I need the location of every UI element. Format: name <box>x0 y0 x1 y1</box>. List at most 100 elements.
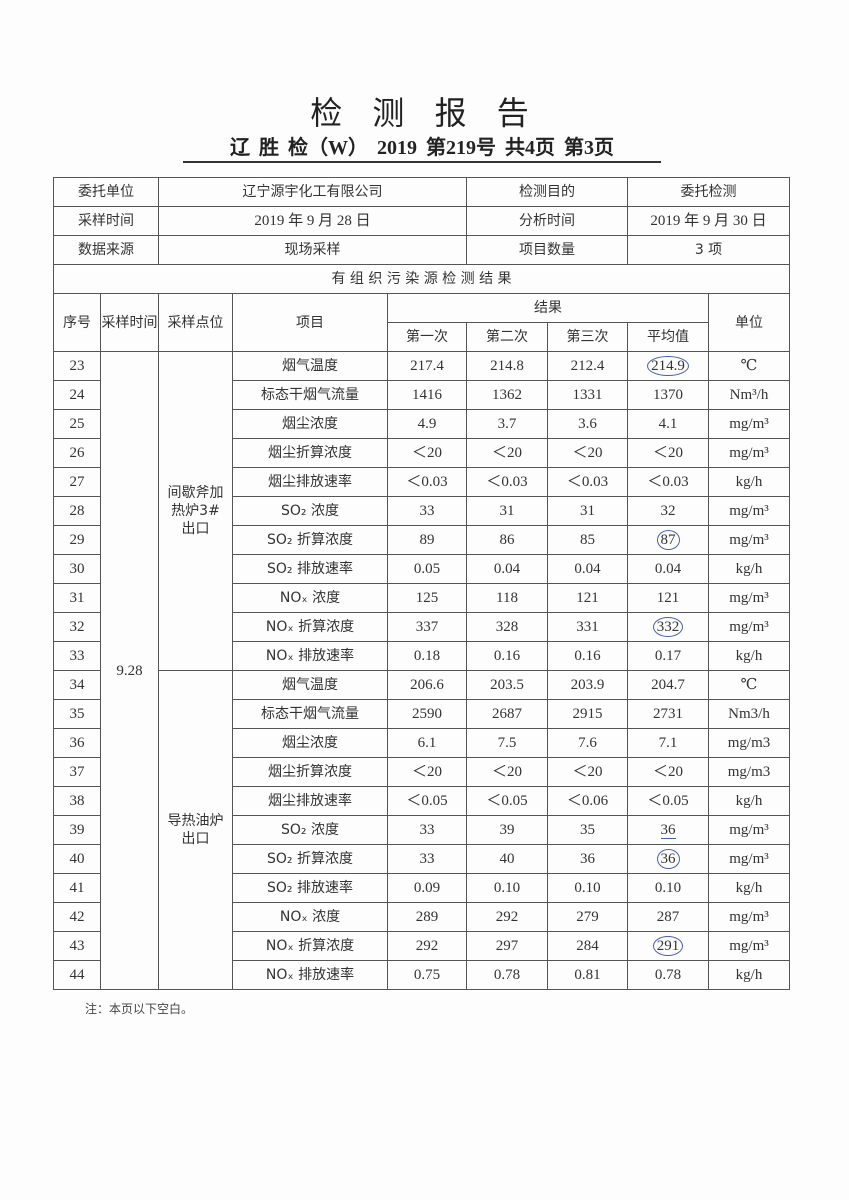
row-seq: 29 <box>53 525 101 555</box>
row-item: NOₓ 浓度 <box>232 583 388 613</box>
result-r1: 0.05 <box>387 554 467 584</box>
col-r2: 第二次 <box>466 322 548 352</box>
table-row: 35 标态干烟气流量 2590 2687 2915 2731 Nm3/h <box>53 699 790 729</box>
result-r1: ＜20 <box>387 438 467 468</box>
row-item: 烟尘排放速率 <box>232 467 388 497</box>
info-value: 辽宁源宇化工有限公司 <box>158 177 467 207</box>
row-unit: kg/h <box>708 554 790 584</box>
header-row: 第一次 第二次 第三次 平均值 <box>54 322 790 352</box>
result-r1: ＜20 <box>387 757 467 787</box>
row-item: SO₂ 浓度 <box>232 496 388 526</box>
result-r3: 3.6 <box>547 409 628 439</box>
result-r2: 31 <box>466 496 548 526</box>
result-avg: 1370 <box>627 380 709 410</box>
row-seq: 34 <box>53 670 101 700</box>
table-row: 27 烟尘排放速率 ＜0.03 ＜0.03 ＜0.03 ＜0.03 kg/h <box>53 467 790 497</box>
row-unit: mg/m³ <box>708 931 790 961</box>
result-avg: 0.17 <box>627 641 709 671</box>
result-r2: 0.16 <box>466 641 548 671</box>
info-value: 委托检测 <box>627 177 790 207</box>
row-seq: 26 <box>53 438 101 468</box>
row-unit: mg/m³ <box>708 844 790 874</box>
result-r3: 0.04 <box>547 554 628 584</box>
row-item: 烟尘折算浓度 <box>232 438 388 468</box>
row-unit: mg/m³ <box>708 496 790 526</box>
result-avg: 0.10 <box>627 873 709 903</box>
col-results: 结果 <box>387 293 709 323</box>
row-seq: 39 <box>53 815 101 845</box>
avg-value: 291 <box>652 936 684 956</box>
result-avg: 32 <box>627 496 709 526</box>
row-seq: 25 <box>53 409 101 439</box>
result-r3: 212.4 <box>547 351 628 381</box>
row-seq: 35 <box>53 699 101 729</box>
col-seq: 序号 <box>53 293 101 352</box>
row-unit: kg/h <box>708 641 790 671</box>
row-unit: mg/m³ <box>708 438 790 468</box>
result-r2: ＜0.05 <box>466 786 548 816</box>
row-item: NOₓ 折算浓度 <box>232 612 388 642</box>
avg-value: 0.04 <box>654 561 682 577</box>
avg-value: 204.7 <box>651 677 685 693</box>
result-r3: 2915 <box>547 699 628 729</box>
row-item: 烟尘排放速率 <box>232 786 388 816</box>
col-unit: 单位 <box>708 293 790 352</box>
avg-value: 0.17 <box>654 648 682 664</box>
section-title: 有 组 织 污 染 源 检 测 结 果 <box>53 264 790 294</box>
result-r3: 0.81 <box>547 960 628 990</box>
row-unit: mg/m3 <box>708 728 790 758</box>
avg-value: 332 <box>652 617 684 637</box>
row-unit: kg/h <box>708 786 790 816</box>
result-r2: 203.5 <box>466 670 548 700</box>
result-r2: 3.7 <box>466 409 548 439</box>
result-r1: 4.9 <box>387 409 467 439</box>
table-row: 42 NOₓ 浓度 289 292 279 287 mg/m³ <box>53 902 790 932</box>
col-location: 采样点位 <box>158 293 233 352</box>
row-unit: mg/m³ <box>708 525 790 555</box>
row-seq: 27 <box>53 467 101 497</box>
avg-value: 0.10 <box>654 880 682 896</box>
result-r2: 297 <box>466 931 548 961</box>
row-unit: mg/m³ <box>708 583 790 613</box>
result-r1: 125 <box>387 583 467 613</box>
table-row: 40 SO₂ 折算浓度 33 40 36 36 mg/m³ <box>53 844 790 874</box>
result-r2: ＜20 <box>466 757 548 787</box>
col-item: 项目 <box>232 293 388 352</box>
result-avg: 291 <box>627 931 709 961</box>
sample-location: 间歇斧加热炉3#出口 <box>158 351 233 671</box>
row-unit: mg/m³ <box>708 612 790 642</box>
result-r1: 2590 <box>387 699 467 729</box>
result-r3: 279 <box>547 902 628 932</box>
result-r1: 292 <box>387 931 467 961</box>
result-avg: 7.1 <box>627 728 709 758</box>
avg-value: 87 <box>656 530 680 550</box>
avg-value: 121 <box>656 590 680 606</box>
table-row: 36 烟尘浓度 6.1 7.5 7.6 7.1 mg/m3 <box>53 728 790 758</box>
result-r1: 1416 <box>387 380 467 410</box>
row-item: 烟气温度 <box>232 670 388 700</box>
info-value: 2019 年 9 月 30 日 <box>627 206 790 236</box>
result-avg: ＜0.05 <box>627 786 709 816</box>
avg-value: 36 <box>660 822 676 839</box>
avg-value: ＜20 <box>652 445 683 461</box>
result-r1: 0.75 <box>387 960 467 990</box>
report-title: 检 测 报 告 <box>310 94 539 132</box>
result-r2: 0.78 <box>466 960 548 990</box>
result-r2: 40 <box>466 844 548 874</box>
table-row: 30 SO₂ 排放速率 0.05 0.04 0.04 0.04 kg/h <box>53 554 790 584</box>
info-label: 采样时间 <box>53 206 159 236</box>
avg-value: ＜20 <box>652 764 683 780</box>
info-value: 3 项 <box>627 235 790 265</box>
header-row: 序号 采样时间 采样点位 项目 结果 单位 <box>53 293 790 352</box>
avg-value: 214.9 <box>647 356 689 376</box>
result-r1: 289 <box>387 902 467 932</box>
row-seq: 37 <box>53 757 101 787</box>
result-avg: ＜20 <box>627 757 709 787</box>
table-row: 24 标态干烟气流量 1416 1362 1331 1370 Nm³/h <box>53 380 790 410</box>
avg-value: 7.1 <box>658 735 678 751</box>
avg-value: 36 <box>656 849 680 869</box>
row-unit: mg/m3 <box>708 757 790 787</box>
result-r2: 0.04 <box>466 554 548 584</box>
info-label: 委托单位 <box>53 177 159 207</box>
